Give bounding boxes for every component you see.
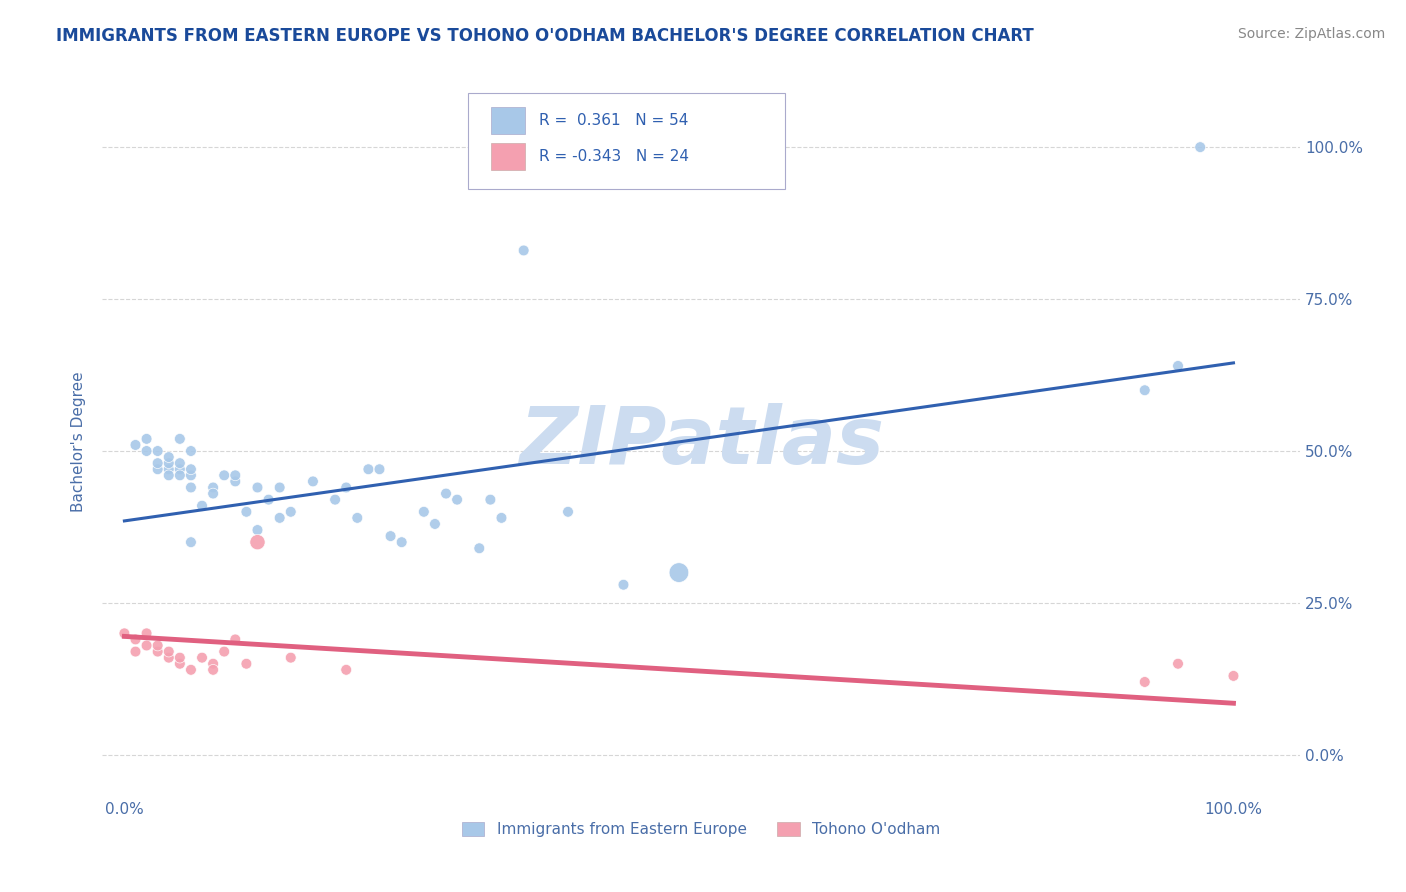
Point — [235, 505, 257, 519]
Point — [135, 444, 157, 458]
Point — [246, 523, 269, 537]
Point — [202, 663, 225, 677]
Point — [202, 486, 225, 500]
Point — [224, 468, 246, 483]
Point — [124, 438, 146, 452]
Point — [135, 626, 157, 640]
Point — [269, 511, 291, 525]
Point — [191, 499, 214, 513]
Point — [169, 456, 191, 470]
Point — [157, 462, 180, 476]
Point — [146, 639, 169, 653]
FancyBboxPatch shape — [492, 107, 524, 134]
Point — [468, 541, 491, 556]
Legend: Immigrants from Eastern Europe, Tohono O'odham: Immigrants from Eastern Europe, Tohono O… — [456, 816, 946, 843]
Point — [135, 432, 157, 446]
Point — [146, 644, 169, 658]
Point — [146, 444, 169, 458]
Text: Source: ZipAtlas.com: Source: ZipAtlas.com — [1237, 27, 1385, 41]
Y-axis label: Bachelor's Degree: Bachelor's Degree — [72, 372, 86, 512]
Point — [235, 657, 257, 671]
Point — [112, 626, 135, 640]
Point — [169, 468, 191, 483]
Point — [269, 481, 291, 495]
Point — [412, 505, 434, 519]
Point — [335, 481, 357, 495]
Point — [335, 663, 357, 677]
Point — [380, 529, 402, 543]
Point — [280, 505, 302, 519]
Point — [202, 657, 225, 671]
Point — [368, 462, 391, 476]
Point — [180, 462, 202, 476]
Point — [391, 535, 413, 549]
Point — [135, 639, 157, 653]
Point — [124, 644, 146, 658]
Point — [124, 632, 146, 647]
Point — [180, 444, 202, 458]
Point — [1189, 140, 1212, 154]
Point — [169, 657, 191, 671]
Point — [180, 663, 202, 677]
Point — [557, 505, 579, 519]
Point — [668, 566, 690, 580]
Point — [224, 475, 246, 489]
Point — [1133, 675, 1156, 690]
Point — [434, 486, 457, 500]
Text: R = -0.343   N = 24: R = -0.343 N = 24 — [540, 149, 689, 163]
Point — [212, 468, 235, 483]
FancyBboxPatch shape — [468, 94, 785, 189]
Point — [246, 481, 269, 495]
Point — [479, 492, 502, 507]
Point — [202, 481, 225, 495]
Point — [157, 468, 180, 483]
Point — [169, 462, 191, 476]
Point — [146, 462, 169, 476]
Point — [180, 535, 202, 549]
Point — [191, 650, 214, 665]
Point — [180, 481, 202, 495]
Point — [157, 650, 180, 665]
Point — [157, 644, 180, 658]
Point — [1167, 359, 1189, 373]
Point — [357, 462, 380, 476]
Point — [491, 511, 513, 525]
Text: IMMIGRANTS FROM EASTERN EUROPE VS TOHONO O'ODHAM BACHELOR'S DEGREE CORRELATION C: IMMIGRANTS FROM EASTERN EUROPE VS TOHONO… — [56, 27, 1033, 45]
Point — [423, 516, 446, 531]
Point — [169, 650, 191, 665]
Point — [212, 644, 235, 658]
Point — [257, 492, 280, 507]
Point — [346, 511, 368, 525]
Point — [1133, 383, 1156, 397]
Point — [446, 492, 468, 507]
Point — [323, 492, 346, 507]
Point — [246, 535, 269, 549]
Point — [146, 456, 169, 470]
Point — [169, 432, 191, 446]
Text: R =  0.361   N = 54: R = 0.361 N = 54 — [540, 113, 689, 128]
Text: ZIPatlas: ZIPatlas — [519, 403, 883, 481]
Point — [280, 650, 302, 665]
Point — [612, 578, 634, 592]
FancyBboxPatch shape — [492, 143, 524, 169]
Point — [157, 456, 180, 470]
Point — [512, 244, 534, 258]
Point — [1222, 669, 1244, 683]
Point — [1167, 657, 1189, 671]
Point — [302, 475, 325, 489]
Point — [157, 450, 180, 464]
Point — [224, 632, 246, 647]
Point — [180, 468, 202, 483]
